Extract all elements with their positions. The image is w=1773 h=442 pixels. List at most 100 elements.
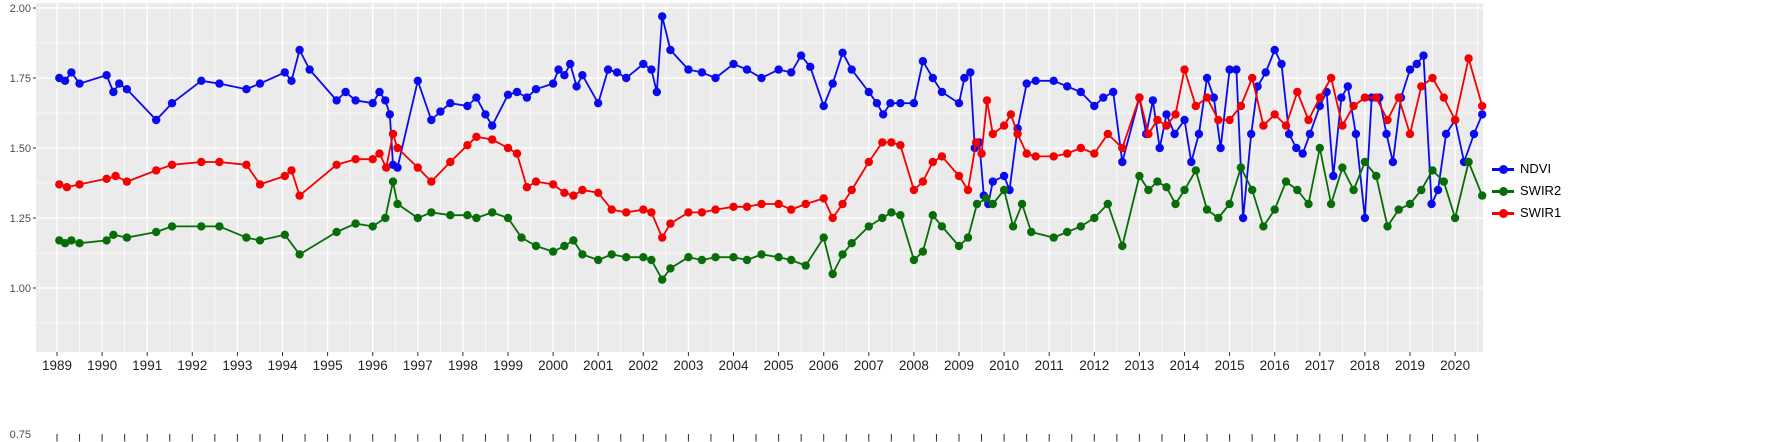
data-point-swir1 (122, 177, 132, 186)
data-point-swir1 (982, 96, 992, 105)
data-point-ndvi (102, 71, 111, 80)
data-point-ndvi (1022, 79, 1031, 88)
data-point-swir2 (954, 241, 964, 251)
data-point-swir2 (909, 255, 919, 265)
data-point-ndvi (375, 87, 384, 97)
data-point-swir1 (295, 191, 304, 200)
x-tick-label: 2005 (764, 358, 794, 373)
data-point-ndvi (60, 76, 70, 86)
data-point-swir2 (446, 211, 455, 220)
data-point-ndvi (381, 96, 390, 105)
data-point-ndvi (572, 82, 581, 91)
data-point-ndvi (295, 45, 304, 55)
data-point-ndvi (115, 79, 124, 88)
legend-label-swir2: SWIR2 (1520, 183, 1562, 198)
data-point-swir2 (1103, 199, 1113, 209)
data-point-swir1 (801, 199, 810, 209)
data-point-ndvi (463, 101, 472, 111)
data-point-ndvi (368, 99, 377, 108)
legend-dot-icon (1498, 164, 1508, 174)
data-point-swir2 (503, 213, 513, 223)
x-tick-label: 1999 (493, 358, 523, 373)
x-tick-label: 2007 (854, 358, 884, 373)
data-point-ndvi (1433, 185, 1443, 195)
data-point-swir1 (1022, 149, 1031, 158)
data-point-swir2 (918, 247, 928, 256)
data-point-swir1 (954, 171, 964, 181)
data-point-swir1 (963, 185, 973, 195)
data-point-swir2 (1202, 205, 1212, 214)
data-point-ndvi (828, 79, 837, 88)
data-point-swir1 (1394, 93, 1403, 102)
legend-label-ndvi: NDVI (1520, 161, 1552, 176)
data-point-swir2 (1090, 213, 1099, 223)
data-point-swir1 (742, 202, 752, 211)
data-point-swir2 (215, 222, 224, 231)
data-point-ndvi (560, 71, 569, 80)
data-point-ndvi (666, 45, 675, 55)
data-point-ndvi (937, 87, 947, 97)
data-point-swir2 (622, 253, 631, 262)
data-point-swir2 (1270, 205, 1279, 214)
x-tick-label: 2018 (1350, 358, 1380, 373)
data-point-ndvi (242, 85, 251, 94)
data-point-swir1 (242, 160, 251, 169)
data-point-ndvi (1063, 82, 1072, 91)
data-point-swir1 (55, 180, 64, 189)
data-point-ndvi (472, 93, 481, 102)
data-point-ndvi (960, 73, 969, 83)
data-point-swir1 (446, 157, 455, 167)
data-point-ndvi (847, 65, 856, 74)
data-point-swir2 (548, 247, 558, 256)
x-tick-label: 1995 (313, 358, 343, 373)
data-point-swir1 (215, 157, 224, 167)
data-point-swir1 (102, 174, 111, 183)
x-tick-label: 1992 (177, 358, 207, 373)
data-point-swir2 (1464, 157, 1473, 167)
data-point-swir2 (1450, 213, 1460, 223)
data-point-swir2 (67, 236, 76, 245)
data-point-ndvi (787, 68, 796, 77)
data-point-ndvi (1225, 65, 1234, 74)
data-point-swir1 (1360, 93, 1370, 102)
legend-key-swir1 (1492, 206, 1514, 220)
data-point-swir1 (427, 177, 436, 186)
data-point-swir1 (413, 163, 422, 172)
data-point-swir1 (1063, 149, 1072, 158)
data-point-ndvi (886, 99, 895, 108)
data-point-swir2 (1417, 185, 1426, 195)
data-point-ndvi (1343, 82, 1353, 91)
data-point-swir2 (1259, 222, 1268, 231)
x-tick-label: 1997 (403, 358, 433, 373)
data-point-swir1 (1293, 87, 1302, 97)
data-point-ndvi (1351, 129, 1361, 139)
data-point-swir1 (729, 202, 738, 211)
data-point-swir2 (1162, 183, 1171, 192)
legend-dot-icon (1498, 186, 1508, 196)
data-point-swir1 (1405, 129, 1415, 139)
data-point-ndvi (1419, 51, 1428, 60)
data-point-swir1 (1031, 152, 1040, 161)
data-point-ndvi (280, 68, 289, 77)
data-point-ndvi (896, 99, 905, 108)
data-point-swir1 (658, 233, 667, 242)
data-point-swir2 (774, 253, 783, 262)
x-tick-label: 1996 (358, 358, 388, 373)
data-point-swir2 (1478, 191, 1487, 200)
data-point-ndvi (512, 87, 522, 97)
data-point-ndvi (1469, 129, 1479, 139)
data-point-swir1 (522, 183, 532, 192)
data-point-swir2 (787, 255, 796, 265)
data-point-swir1 (152, 166, 161, 175)
data-point-swir2 (1394, 205, 1403, 214)
data-point-ndvi (697, 68, 707, 77)
data-point-ndvi (1155, 143, 1164, 153)
y-tick-label: 1.75 (10, 73, 31, 85)
data-point-ndvi (1337, 93, 1346, 102)
data-point-swir1 (711, 205, 720, 214)
data-point-swir2 (1214, 213, 1223, 223)
data-point-swir1 (1103, 129, 1113, 139)
data-point-swir2 (109, 230, 118, 239)
data-point-swir1 (1135, 93, 1144, 102)
data-point-swir1 (1372, 93, 1381, 102)
